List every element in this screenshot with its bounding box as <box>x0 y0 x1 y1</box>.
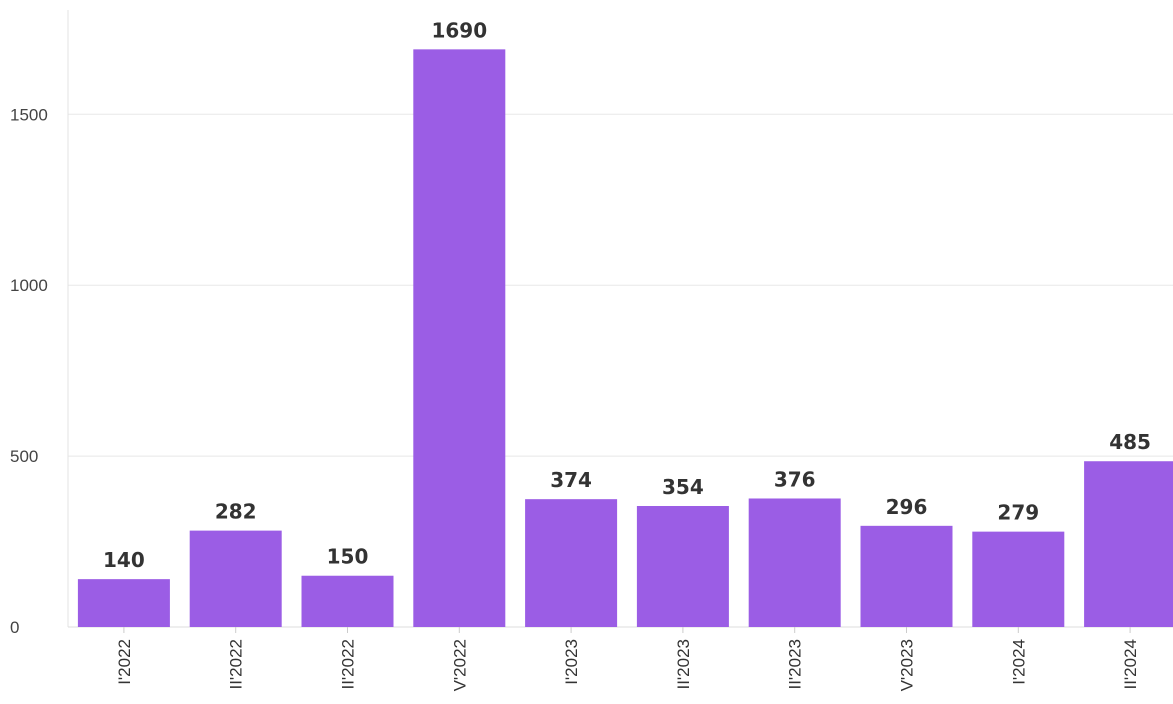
gridlines <box>68 113 1173 457</box>
bar <box>636 506 729 627</box>
data-label: 485 <box>1109 430 1151 454</box>
x-tick-label: II'2022 <box>339 639 358 690</box>
data-label: 282 <box>215 500 257 524</box>
bar <box>972 531 1065 627</box>
bar <box>189 530 282 627</box>
bar <box>1084 461 1173 627</box>
data-label: 279 <box>997 501 1039 525</box>
x-axis-ticks: I'2022 II'2022 II'2022 V'2022 I'2023 II'2023 I… <box>115 627 1140 691</box>
data-labels: 140 282 150 1690 374 354 376 296 279 485 <box>103 18 1151 572</box>
x-tick-label: II'2023 <box>786 639 805 690</box>
bar <box>413 49 506 627</box>
data-label: 150 <box>327 545 369 569</box>
y-tick-label: 1500 <box>10 105 48 124</box>
bar <box>860 525 953 627</box>
x-tick-label: I'2024 <box>1009 639 1028 685</box>
x-tick-label: V'2022 <box>450 639 469 691</box>
x-tick-label: II'2023 <box>674 639 693 690</box>
bar <box>748 498 841 627</box>
y-tick-label: 500 <box>10 447 38 466</box>
data-label: 354 <box>662 475 704 499</box>
bar <box>525 499 618 627</box>
data-label: 374 <box>550 468 592 492</box>
data-label: 376 <box>774 467 816 491</box>
x-tick-label: I'2023 <box>562 639 581 685</box>
y-axis-ticks: 0 500 1000 1500 <box>10 105 48 637</box>
y-tick-label: 0 <box>10 618 19 637</box>
x-tick-label: II'2024 <box>1121 639 1140 690</box>
bars <box>77 49 1173 627</box>
bar <box>77 579 170 627</box>
x-tick-label: V'2023 <box>898 639 917 691</box>
data-label: 140 <box>103 548 145 572</box>
data-label: 296 <box>886 495 928 519</box>
data-label: 1690 <box>431 18 487 42</box>
bar <box>301 575 394 627</box>
y-tick-label: 1000 <box>10 276 48 295</box>
x-tick-label: I'2022 <box>115 639 134 685</box>
x-tick-label: II'2022 <box>227 639 246 690</box>
